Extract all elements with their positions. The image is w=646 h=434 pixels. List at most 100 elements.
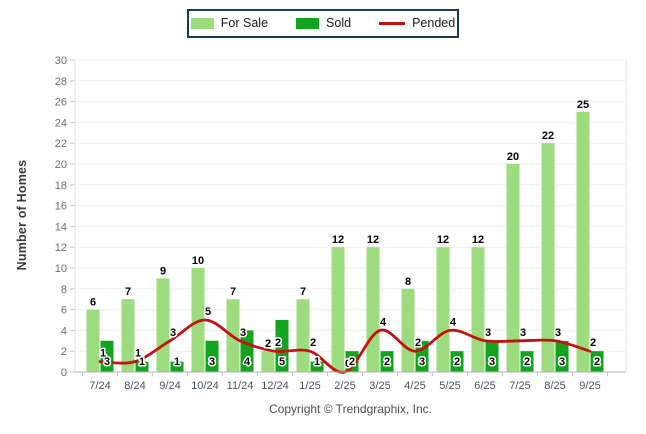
- x-axis-label: 4/25: [404, 380, 425, 392]
- sold-value-label: 3: [489, 356, 495, 368]
- x-axis-label: 1/25: [299, 380, 320, 392]
- sold-swatch-icon: [296, 18, 320, 29]
- pended-value-label: 1: [100, 348, 106, 360]
- sold-value-label: 2: [594, 356, 600, 368]
- bar-for-sale: [296, 299, 310, 372]
- for-sale-value-label: 12: [367, 234, 379, 246]
- sold-value-label: 4: [244, 356, 251, 368]
- pended-value-label: 5: [205, 306, 211, 318]
- pended-value-label: 3: [485, 327, 491, 339]
- pended-value-label: 3: [240, 327, 246, 339]
- sold-value-label: 5: [279, 356, 285, 368]
- legend-label-sold: Sold: [326, 16, 352, 31]
- bar-for-sale: [401, 288, 415, 372]
- bar-for-sale: [366, 247, 380, 372]
- legend-label-pended: Pended: [412, 16, 456, 31]
- pended-value-label: 3: [170, 327, 176, 339]
- for-sale-value-label: 10: [192, 255, 204, 267]
- pended-value-label: 2: [310, 337, 316, 349]
- sold-value-label: 3: [104, 356, 110, 368]
- x-axis-label: 5/25: [439, 380, 460, 392]
- pended-line-swatch-icon: [379, 22, 406, 25]
- bar-for-sale: [121, 299, 135, 372]
- x-axis-label: 9/25: [579, 380, 600, 392]
- pended-value-label: 0: [345, 358, 351, 370]
- bar-for-sale: [471, 247, 485, 372]
- y-tick-label: 18: [55, 180, 67, 192]
- legend-item-pended: Pended: [379, 17, 455, 30]
- bar-sold: [100, 340, 114, 372]
- legend-item-sold: Sold: [296, 17, 351, 30]
- x-axis-label: 2/25: [334, 380, 355, 392]
- bar-sold: [240, 330, 254, 372]
- bar-sold: [555, 340, 569, 372]
- for-sale-value-label: 12: [332, 234, 344, 246]
- bar-sold: [485, 340, 499, 372]
- bar-for-sale: [156, 278, 170, 372]
- y-tick-label: 0: [61, 367, 67, 379]
- for-sale-value-label: 22: [542, 130, 554, 142]
- for-sale-value-label: 8: [405, 276, 411, 288]
- bar-for-sale: [436, 247, 450, 372]
- bar-for-sale: [261, 351, 275, 372]
- bar-for-sale: [576, 112, 590, 372]
- x-axis-label: 3/25: [369, 380, 390, 392]
- for-sale-swatch-icon: [190, 18, 214, 29]
- y-tick-label: 22: [55, 138, 67, 150]
- bar-sold: [380, 351, 394, 372]
- legend-label-for-sale: For Sale: [220, 16, 269, 31]
- sold-value-label: 2: [454, 356, 460, 368]
- y-tick-label: 20: [55, 159, 67, 171]
- x-axis-label: 8/25: [544, 380, 565, 392]
- y-tick-label: 10: [55, 263, 67, 275]
- for-sale-value-label: 25: [577, 99, 589, 111]
- sold-value-label: 1: [174, 356, 180, 368]
- pended-value-label: 4: [450, 316, 457, 328]
- y-tick-label: 4: [61, 325, 67, 337]
- legend-item-for-sale: For Sale: [190, 16, 269, 31]
- bar-for-sale: [506, 164, 520, 372]
- bar-sold: [310, 361, 324, 372]
- sold-value-label: 3: [559, 356, 565, 368]
- for-sale-value-label: 12: [472, 234, 484, 246]
- y-tick-label: 12: [55, 242, 67, 254]
- y-tick-label: 30: [55, 55, 67, 67]
- pended-value-label: 2: [590, 337, 596, 349]
- y-tick-label: 8: [61, 284, 67, 296]
- pended-value-label: 3: [555, 327, 561, 339]
- for-sale-value-label: 2: [265, 338, 271, 350]
- x-axis-label: 7/24: [89, 380, 110, 392]
- x-axis-label: 10/24: [191, 380, 219, 392]
- y-tick-label: 6: [61, 305, 67, 317]
- bar-sold: [520, 351, 534, 372]
- x-axis-label: 8/24: [124, 380, 145, 392]
- bar-sold: [170, 361, 184, 372]
- sold-value-label: 3: [209, 356, 215, 368]
- bar-sold: [135, 361, 149, 372]
- y-tick-label: 16: [55, 201, 67, 213]
- x-axis-label: 12/24: [261, 380, 289, 392]
- bar-sold: [590, 351, 604, 372]
- bar-for-sale: [86, 309, 100, 372]
- for-sale-value-label: 6: [90, 297, 96, 309]
- bar-sold: [275, 320, 289, 372]
- y-tick-label: 14: [55, 221, 67, 233]
- x-axis-label: 7/25: [509, 380, 530, 392]
- x-axis-label: 9/24: [159, 380, 180, 392]
- bar-for-sale: [541, 143, 555, 372]
- y-tick-label: 2: [61, 346, 67, 358]
- sold-value-label: 1: [139, 356, 145, 368]
- legend: For Sale Sold Pended: [187, 9, 459, 38]
- bar-for-sale: [191, 268, 205, 372]
- x-axis-label: 11/24: [227, 380, 254, 392]
- bar-sold: [205, 340, 219, 372]
- sold-value-label: 1: [314, 356, 320, 368]
- for-sale-value-label: 20: [507, 151, 519, 163]
- bar-sold: [345, 351, 359, 372]
- for-sale-value-label: 9: [160, 265, 166, 277]
- for-sale-value-label: 7: [230, 286, 236, 298]
- sold-value-label: 2: [384, 356, 390, 368]
- sold-value-label: 2: [349, 356, 355, 368]
